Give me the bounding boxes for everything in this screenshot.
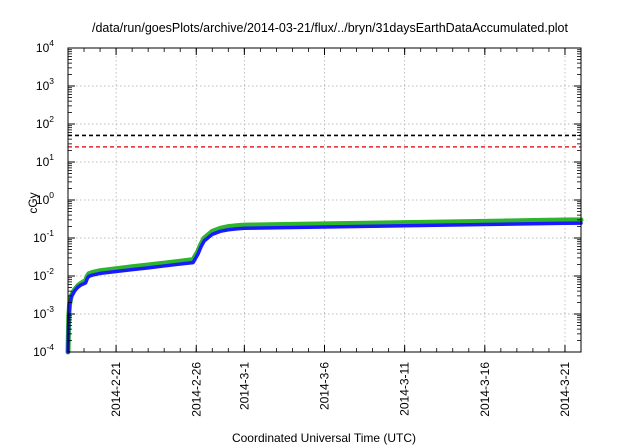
series-lines: [65, 217, 584, 355]
y-tick-label: 10-2: [33, 266, 54, 283]
y-tick-label: 100: [36, 190, 54, 207]
y-tick-label: 10-1: [33, 228, 54, 245]
x-axis-label: Coordinated Universal Time (UTC): [232, 431, 416, 445]
grid-lines: [68, 48, 581, 352]
chart-title: /data/run/goesPlots/archive/2014-03-21/f…: [92, 21, 568, 35]
y-tick-labels: 10-4 10-3 10-2 10-1 100 101 102 103 104: [33, 38, 54, 359]
x-tick-label: 2014-3-11: [398, 362, 412, 416]
y-tick-label: 10-3: [33, 304, 54, 321]
y-tick-label: 101: [36, 152, 54, 169]
y-axis-label: cGy: [26, 192, 40, 213]
x-tick-label: 2014-3-6: [318, 362, 332, 410]
y-tick-label: 102: [36, 114, 54, 131]
x-tick-label: 2014-3-1: [237, 362, 251, 410]
plot-frame: [67, 47, 582, 353]
x-tick-label: 2014-3-16: [478, 362, 492, 417]
series-line: [66, 221, 583, 354]
reference-lines: [68, 134, 581, 148]
x-tick-label: 2014-2-26: [189, 362, 203, 417]
y-tick-label: 103: [36, 76, 54, 93]
x-tick-labels: 2014-2-21 2014-2-26 2014-3-1 2014-3-6 2014-3…: [109, 362, 572, 417]
y-tick-label: 10-4: [33, 342, 54, 359]
x-tick-label: 2014-2-21: [109, 362, 123, 417]
x-tick-label: 2014-3-21: [558, 362, 572, 417]
y-tick-label: 104: [36, 38, 54, 55]
